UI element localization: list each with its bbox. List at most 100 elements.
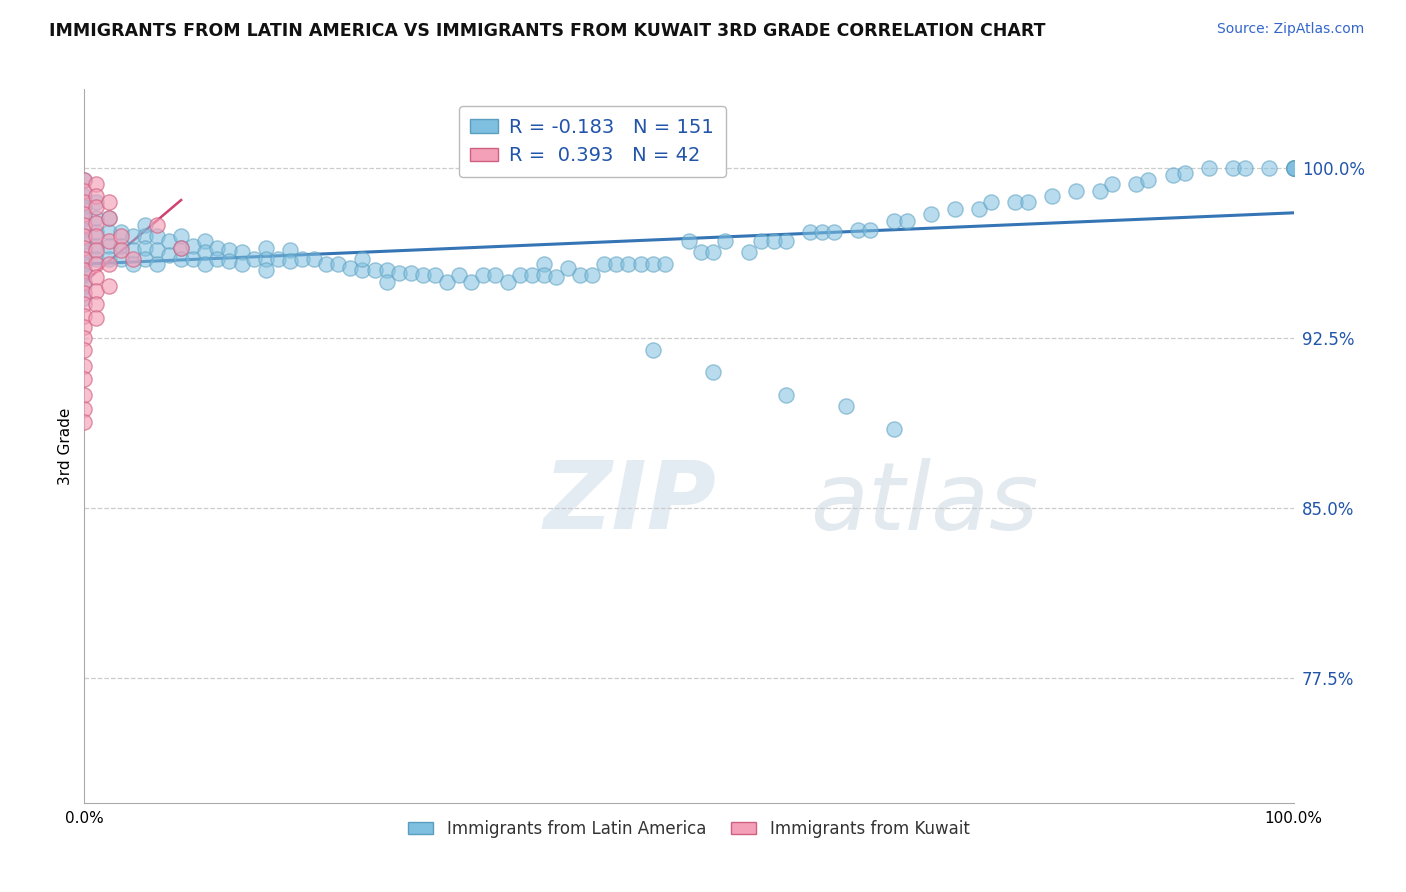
- Point: [254, 241, 277, 255]
- Point: [678, 234, 700, 248]
- Point: [73, 241, 96, 255]
- Point: [1282, 161, 1305, 176]
- Point: [73, 173, 96, 187]
- Point: [146, 218, 169, 232]
- Point: [73, 372, 96, 386]
- Point: [472, 268, 495, 282]
- Point: [218, 254, 240, 268]
- Point: [97, 257, 120, 271]
- Point: [943, 202, 966, 217]
- Point: [73, 309, 96, 323]
- Point: [121, 252, 143, 266]
- Point: [97, 252, 120, 266]
- Point: [449, 268, 471, 282]
- Point: [73, 401, 96, 416]
- Point: [363, 263, 385, 277]
- Point: [1222, 161, 1244, 176]
- Point: [97, 225, 120, 239]
- Point: [509, 268, 531, 282]
- Point: [823, 225, 845, 239]
- Point: [86, 252, 108, 266]
- Point: [1174, 166, 1197, 180]
- Point: [617, 257, 640, 271]
- Point: [460, 275, 482, 289]
- Point: [194, 245, 217, 260]
- Point: [97, 211, 120, 226]
- Point: [170, 241, 193, 255]
- Point: [170, 229, 193, 244]
- Point: [738, 245, 761, 260]
- Point: [121, 229, 143, 244]
- Point: [352, 252, 374, 266]
- Point: [436, 275, 458, 289]
- Point: [242, 252, 264, 266]
- Point: [97, 238, 120, 252]
- Point: [352, 263, 374, 277]
- Point: [775, 388, 797, 402]
- Point: [1282, 161, 1305, 176]
- Point: [86, 200, 108, 214]
- Point: [170, 241, 193, 255]
- Point: [73, 188, 96, 202]
- Point: [97, 211, 120, 226]
- Point: [134, 241, 156, 255]
- Point: [110, 229, 132, 244]
- Point: [883, 422, 905, 436]
- Point: [641, 343, 664, 357]
- Point: [581, 268, 603, 282]
- Point: [375, 275, 398, 289]
- Point: [73, 343, 96, 357]
- Point: [751, 234, 773, 248]
- Point: [412, 268, 434, 282]
- Point: [86, 178, 108, 192]
- Point: [121, 243, 143, 257]
- Point: [1125, 178, 1147, 192]
- Point: [73, 222, 96, 236]
- Point: [1234, 161, 1257, 176]
- Point: [73, 218, 96, 232]
- Point: [146, 229, 169, 244]
- Point: [1004, 195, 1026, 210]
- Point: [254, 263, 277, 277]
- Point: [775, 234, 797, 248]
- Point: [86, 211, 108, 226]
- Point: [1064, 184, 1087, 198]
- Point: [86, 238, 108, 252]
- Point: [291, 252, 314, 266]
- Point: [97, 234, 120, 248]
- Point: [73, 331, 96, 345]
- Point: [73, 184, 96, 198]
- Point: [86, 284, 108, 298]
- Point: [557, 261, 579, 276]
- Point: [1282, 161, 1305, 176]
- Point: [121, 257, 143, 271]
- Point: [110, 238, 132, 252]
- Point: [194, 257, 217, 271]
- Point: [73, 415, 96, 429]
- Point: [1101, 178, 1123, 192]
- Point: [484, 268, 506, 282]
- Point: [980, 195, 1002, 210]
- Point: [73, 291, 96, 305]
- Point: [714, 234, 737, 248]
- Point: [423, 268, 446, 282]
- Point: [690, 245, 713, 260]
- Point: [181, 238, 204, 252]
- Point: [1258, 161, 1281, 176]
- Point: [1282, 161, 1305, 176]
- Point: [73, 257, 96, 271]
- Point: [110, 252, 132, 266]
- Point: [157, 247, 180, 261]
- Point: [846, 222, 869, 236]
- Point: [1137, 173, 1160, 187]
- Point: [86, 216, 108, 230]
- Point: [654, 257, 676, 271]
- Point: [73, 195, 96, 210]
- Y-axis label: 3rd Grade: 3rd Grade: [58, 408, 73, 484]
- Point: [1088, 184, 1111, 198]
- Point: [97, 195, 120, 210]
- Point: [315, 257, 337, 271]
- Point: [388, 266, 411, 280]
- Point: [375, 263, 398, 277]
- Point: [896, 213, 918, 227]
